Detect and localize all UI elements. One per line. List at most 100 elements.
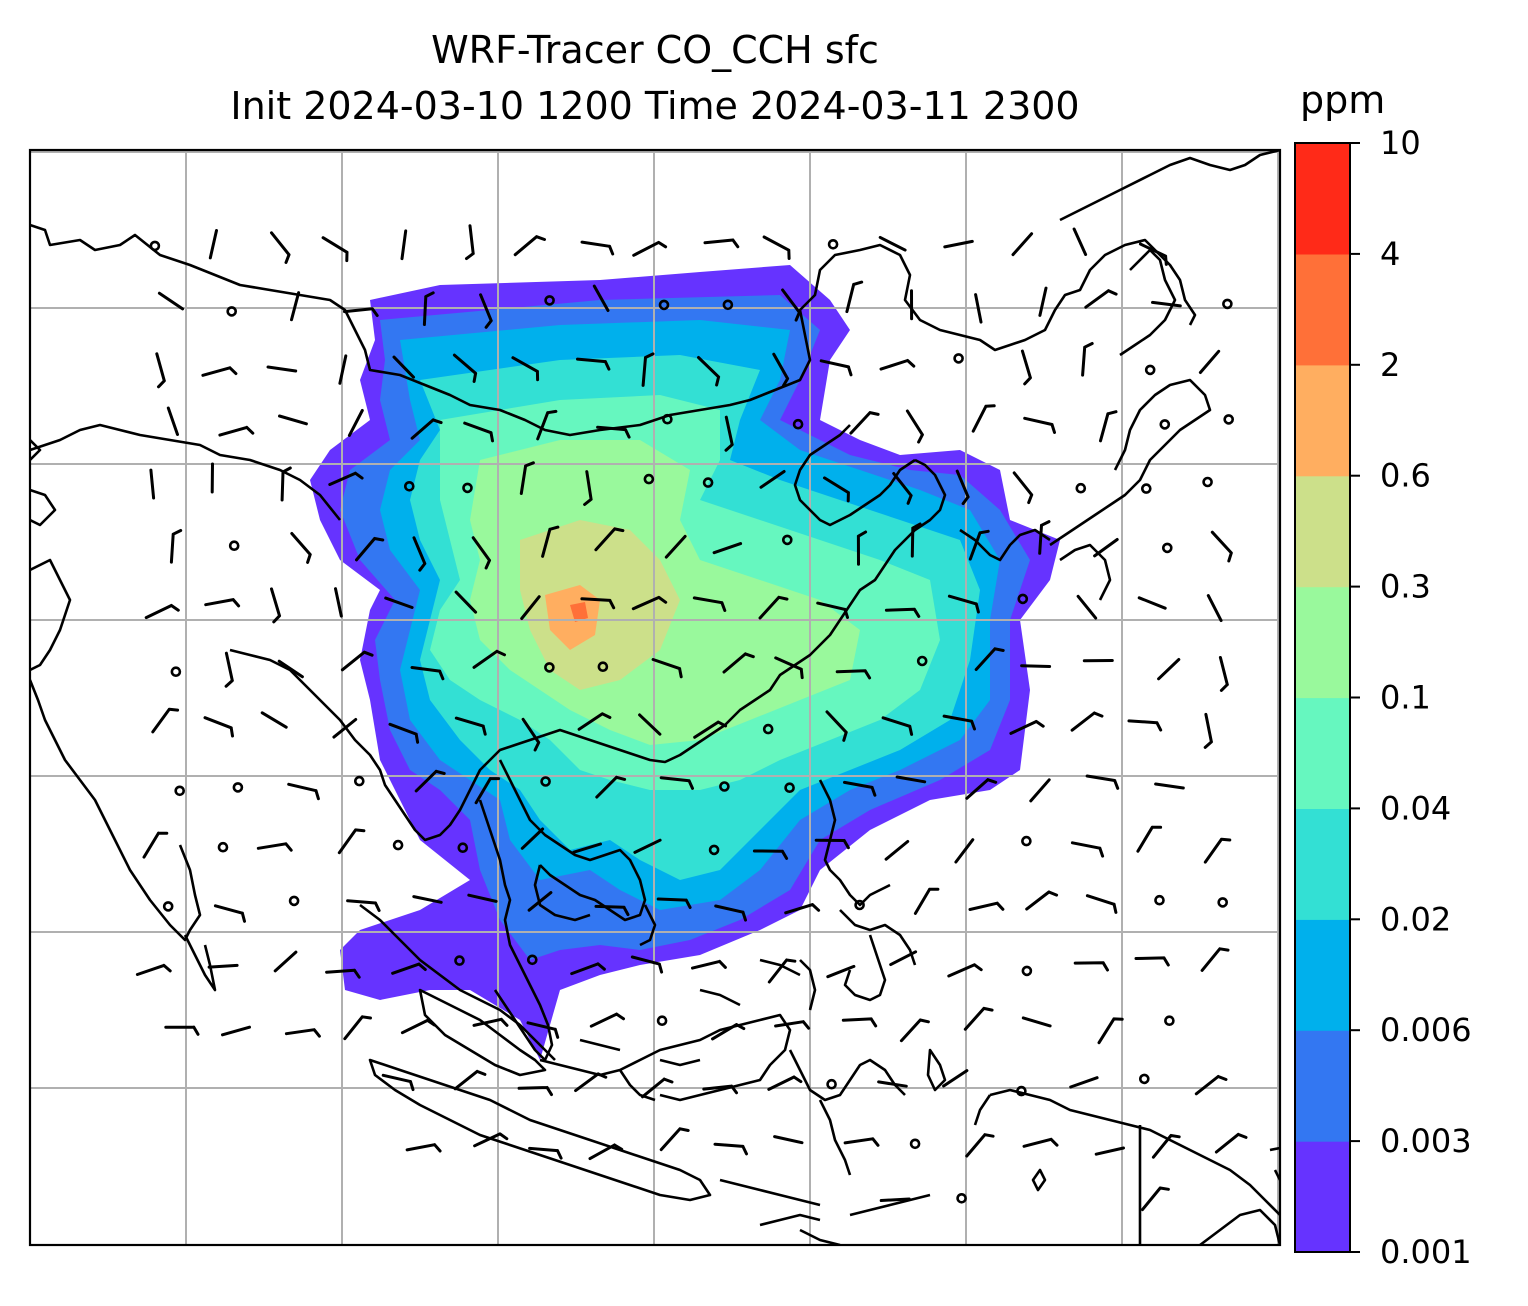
wind-barb (713, 1142, 748, 1156)
colorbar-tick-label: 0.3 (1380, 568, 1431, 606)
wind-barb (325, 968, 361, 979)
calm-wind-marker (1222, 298, 1233, 310)
calm-wind-marker (1021, 965, 1033, 977)
chart-subtitle: Init 2024-03-10 1200 Time 2024-03-11 230… (230, 84, 1080, 128)
wind-barb (1069, 1076, 1099, 1089)
wind-barb (819, 359, 853, 377)
colorbar-tick-label: 0.6 (1380, 457, 1431, 495)
wind-barb (884, 840, 910, 861)
wind-barb (825, 710, 848, 742)
colorbar-tick-label: 0.1 (1380, 679, 1431, 717)
wind-barb (1203, 837, 1232, 864)
graticule (30, 150, 1280, 1245)
wind-barb (201, 366, 238, 377)
wind-barb (905, 409, 924, 444)
wind-barb (204, 598, 241, 608)
wind-barb (774, 656, 804, 680)
wind-barb (521, 717, 541, 752)
calm-wind-marker (1144, 364, 1156, 376)
wind-barb (1012, 471, 1034, 505)
calm-wind-marker (1017, 593, 1029, 605)
calm-wind-marker (232, 782, 244, 793)
wind-barb (881, 716, 914, 736)
wind-barb (767, 958, 797, 984)
wind-barb (841, 1017, 878, 1028)
wind-barb (391, 962, 427, 975)
wind-barb (155, 352, 166, 389)
wind-barb (955, 469, 970, 506)
wind-barb (1038, 286, 1048, 317)
wind-barb (347, 409, 364, 437)
calm-wind-marker (708, 844, 720, 856)
wind-barb (659, 776, 694, 790)
calm-wind-marker (784, 782, 795, 794)
calm-wind-marker (719, 781, 730, 792)
wind-barb (207, 963, 239, 969)
calm-wind-marker (658, 299, 670, 311)
plume-level-0.6 (545, 585, 600, 650)
wind-barb (1021, 1016, 1052, 1028)
plume-level-2 (570, 602, 588, 622)
colorbar-segment (1295, 586, 1350, 699)
wind-barb (845, 280, 864, 314)
wind-barb (1073, 961, 1109, 972)
wind-barb (968, 529, 990, 561)
wind-barb (697, 356, 721, 387)
colorbar-segment (1295, 364, 1350, 477)
plume-level-0.3 (520, 520, 680, 690)
wind-barb (422, 291, 435, 326)
wind-barb (284, 1028, 321, 1038)
wind-barb (879, 359, 916, 371)
wind-barb (414, 769, 446, 793)
wind-barb (784, 903, 821, 915)
wind-barb (218, 425, 255, 437)
calm-wind-marker (162, 901, 174, 912)
wind-barb (280, 466, 292, 502)
wind-barb (467, 893, 498, 903)
wind-barb (381, 1073, 415, 1092)
wind-barb (221, 1025, 251, 1037)
colorbar-tick-label: 2 (1380, 346, 1400, 384)
calm-wind-marker (403, 480, 415, 492)
wind-barb (892, 472, 913, 505)
wind-barb (774, 1020, 811, 1030)
wind-barb (574, 1072, 608, 1093)
wind-barb (703, 238, 740, 249)
wind-barb (517, 1086, 553, 1097)
wind-barb (1023, 416, 1056, 434)
wind-barb (895, 775, 927, 784)
wind-barb (277, 659, 304, 679)
wind-barb (879, 1197, 911, 1202)
wind-barb (164, 1025, 200, 1036)
wind-barb (693, 720, 728, 739)
colorbar-tick-label: 0.003 (1380, 1122, 1472, 1160)
wind-barb (203, 716, 234, 738)
wind-barb (1206, 594, 1223, 623)
wind-barb (1210, 530, 1233, 563)
wind-barb (1218, 656, 1229, 692)
wind-barb (453, 1069, 487, 1091)
calm-wind-marker (827, 239, 839, 250)
wind-barb (692, 596, 727, 612)
calm-wind-marker (226, 306, 237, 317)
wind-barb (1141, 1186, 1170, 1212)
wind-barb (712, 542, 743, 555)
wind-barb (843, 780, 877, 797)
calm-wind-marker (1202, 476, 1213, 488)
wind-barb (1011, 232, 1034, 257)
calm-wind-marker (1141, 483, 1152, 494)
calm-wind-marker (1154, 894, 1165, 906)
wind-barb (332, 718, 358, 739)
wind-barb (835, 669, 872, 680)
wind-barb (570, 962, 606, 976)
wind-barb (965, 778, 998, 800)
wind-barb (899, 1018, 930, 1043)
wind-barb (1025, 890, 1059, 911)
calm-wind-marker (149, 240, 161, 252)
wind-barb (638, 713, 662, 736)
wind-barb (465, 224, 475, 261)
wind-barb (208, 229, 218, 260)
wind-barb (1194, 1075, 1228, 1096)
wind-barb (630, 955, 664, 974)
wind-barb (1097, 1017, 1124, 1045)
